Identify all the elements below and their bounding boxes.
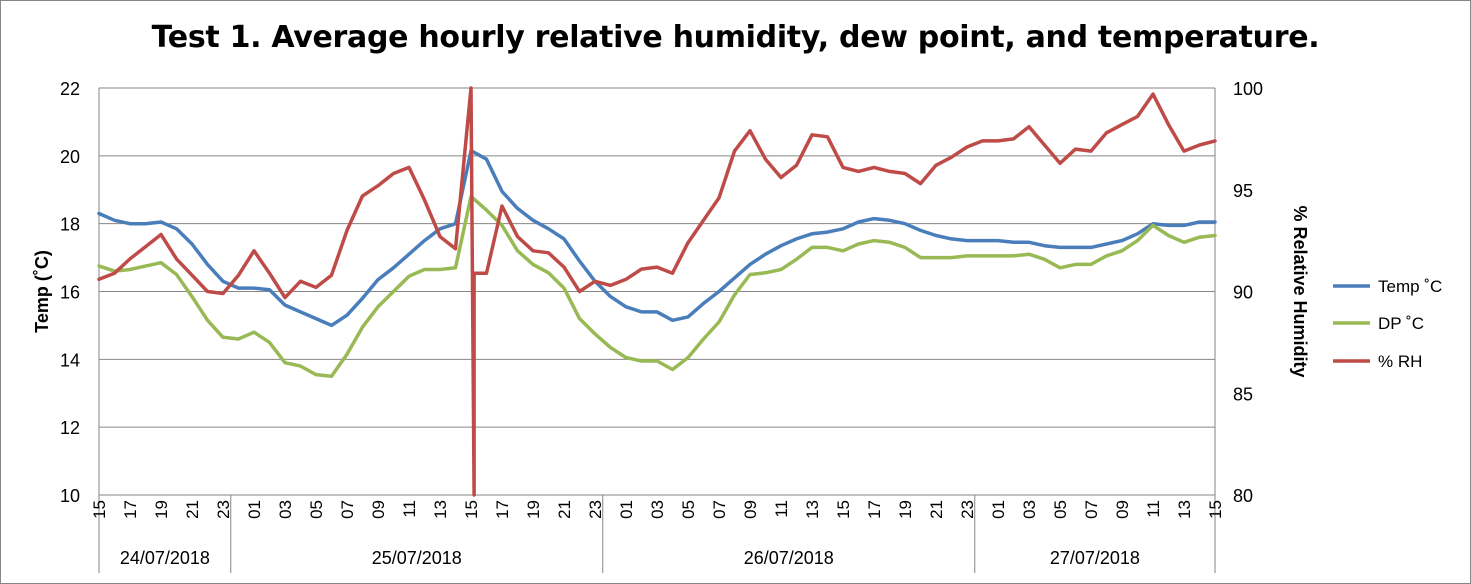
date-label: 24/07/2018 [120,548,210,568]
x-tick-label: 01 [989,500,1008,519]
x-tick-label: 01 [617,500,636,519]
y2-tick-label: 80 [1233,486,1253,506]
x-tick-label: 19 [896,500,915,519]
x-tick-label: 15 [1206,500,1225,519]
y-tick-label: 20 [60,147,80,167]
x-tick-label: 21 [927,500,946,519]
x-tick-label: 05 [679,500,698,519]
x-tick-label: 03 [1020,500,1039,519]
x-tick-label: 23 [958,500,977,519]
x-tick-label: 13 [431,500,450,519]
x-tick-label: 03 [648,500,667,519]
x-tick-label: 13 [803,500,822,519]
x-tick-label: 07 [710,500,729,519]
y-tick-label: 22 [60,79,80,99]
y-tick-label: 10 [60,486,80,506]
series-layer [97,86,1217,497]
x-tick-label: 07 [1082,500,1101,519]
y-tick-label: 18 [60,215,80,235]
date-label: 26/07/2018 [744,548,834,568]
x-tick-label: 03 [276,500,295,519]
legend-label: % RH [1378,352,1422,371]
x-tick-label: 17 [865,500,884,519]
x-tick-label: 21 [183,500,202,519]
y-tick-label: 12 [60,418,80,438]
x-tick-label: 19 [152,500,171,519]
x-tick-label: 13 [1175,500,1194,519]
x-tick-label: 23 [214,500,233,519]
x-tick-label: 23 [586,500,605,519]
legend: Temp ˚C DP ˚C % RH [1333,277,1442,371]
y-tick-label: 14 [60,350,80,370]
x-tick-label: 17 [493,500,512,519]
axes [98,88,1216,573]
x-tick-label: 11 [1144,500,1163,518]
gridlines [99,87,1215,428]
x-tick-label: 05 [1051,500,1070,519]
x-tick-label: 21 [555,500,574,519]
y2-axis-title: % Relative Humidity [1290,205,1310,377]
x-tick-label: 15 [90,500,109,519]
x-tick-label: 11 [400,500,419,518]
legend-label: Temp ˚C [1378,277,1442,296]
x-tick-label: 15 [462,500,481,519]
y2-tick-label: 100 [1233,79,1263,99]
series-line-dpc [97,194,1217,379]
y2-tick-label: 85 [1233,384,1253,404]
chart-title: Test 1. Average hourly relative humidity… [151,20,1320,55]
x-tick-label: 09 [1113,500,1132,519]
y-tick-label: 16 [60,283,80,303]
series-line-rh [97,86,1217,497]
x-tick-label: 17 [121,500,140,519]
x-tick-label: 09 [741,500,760,519]
x-tick-label: 05 [307,500,326,519]
date-label: 25/07/2018 [372,548,462,568]
x-tick-label: 11 [772,500,791,518]
axis-labels: 10 12 14 16 18 20 22 80 85 90 95 100 15 17 19 21 23 01 03 0… [32,79,1310,568]
x-tick-label: 07 [338,500,357,519]
x-tick-label: 01 [245,500,264,519]
x-tick-label: 09 [369,500,388,519]
y2-tick-label: 95 [1233,181,1253,201]
y2-tick-label: 90 [1233,283,1253,303]
y-axis-title: Temp (˚C) [32,250,52,333]
legend-label: DP ˚C [1378,314,1424,333]
x-tick-label: 15 [834,500,853,519]
date-label: 27/07/2018 [1050,548,1140,568]
x-tick-label: 19 [524,500,543,519]
series-line-tempc [97,148,1217,328]
